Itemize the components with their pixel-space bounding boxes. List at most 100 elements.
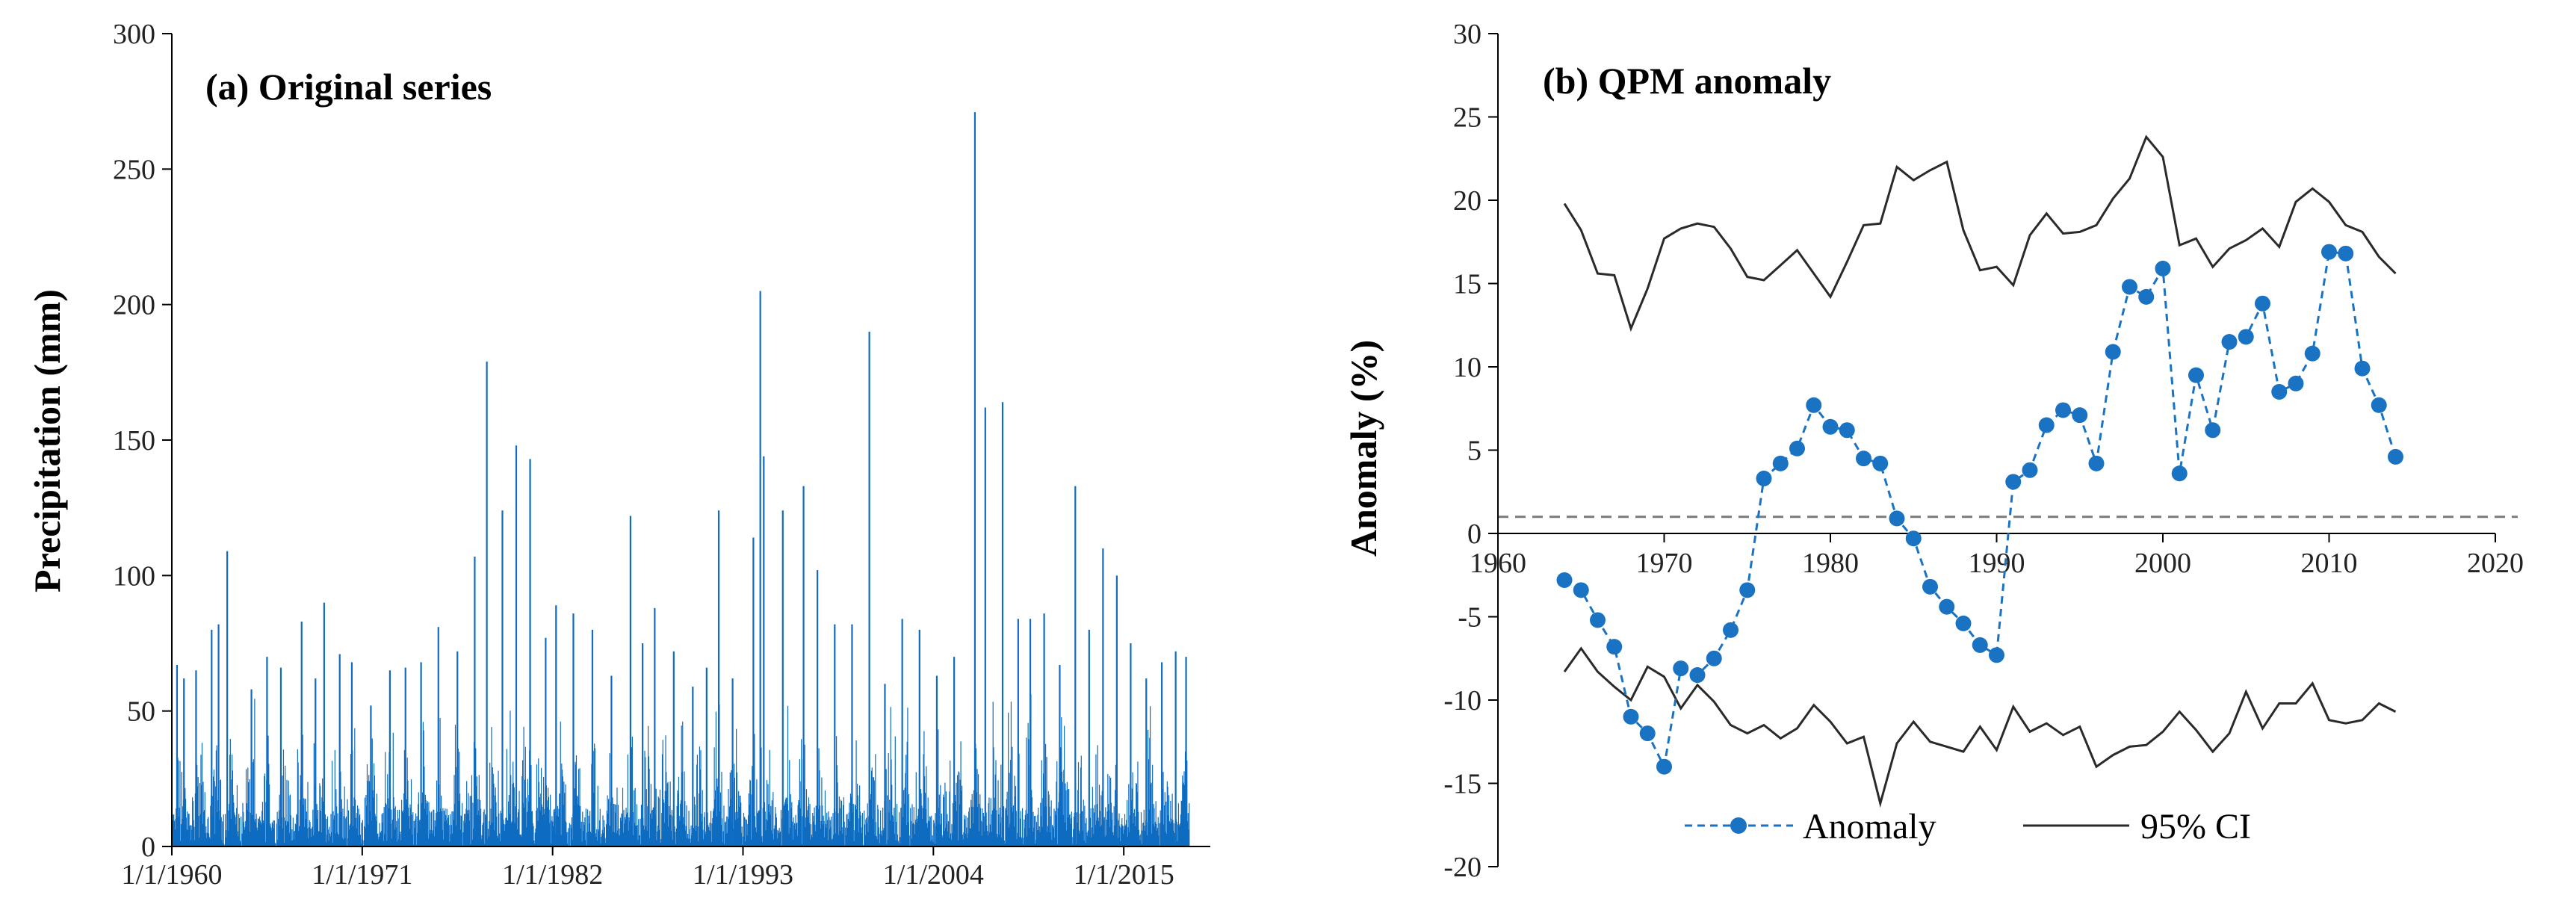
a-x-tick-label: 1/1/1971 bbox=[312, 859, 412, 891]
b-y-tick-label: -5 bbox=[1458, 602, 1481, 634]
anomaly-point bbox=[1856, 451, 1871, 467]
anomaly-point bbox=[1972, 637, 1988, 653]
a-y-ticks: 0 50 100 150 200 250 300 bbox=[113, 19, 172, 863]
anomaly-point bbox=[1822, 418, 1839, 435]
b-y-tick-label: -15 bbox=[1443, 769, 1481, 800]
a-y-tick-label: 50 bbox=[127, 696, 155, 728]
anomaly-point bbox=[1606, 639, 1623, 655]
b-legend: Anomaly 95% CI bbox=[1685, 807, 2251, 846]
anomaly-point bbox=[2022, 462, 2038, 478]
ci-upper-line bbox=[1563, 134, 2397, 332]
anomaly-point bbox=[1556, 572, 1573, 588]
anomaly-point bbox=[2354, 360, 2371, 377]
anomaly-point bbox=[2388, 448, 2403, 465]
a-x-tick-label: 1/1/1960 bbox=[121, 859, 222, 891]
b-x-tick-label: 1990 bbox=[1969, 548, 2025, 579]
anomaly-point bbox=[1590, 612, 1606, 628]
b-x-tick-label: 1970 bbox=[1636, 548, 1693, 579]
anomaly-point bbox=[1656, 758, 1672, 775]
legend-anomaly-label: Anomaly bbox=[1803, 807, 1936, 846]
b-y-tick-label: 15 bbox=[1453, 269, 1481, 300]
a-y-tick-label: 200 bbox=[113, 290, 155, 321]
anomaly-point bbox=[2288, 375, 2304, 391]
anomaly-point bbox=[2171, 465, 2188, 482]
legend-ci-label: 95% CI bbox=[2140, 807, 2251, 846]
anomaly-point bbox=[1673, 660, 1689, 677]
b-y-tick-label: 10 bbox=[1453, 352, 1481, 383]
b-x-tick-label: 2000 bbox=[2134, 548, 2191, 579]
a-y-axis-label: Precipitation (mm) bbox=[26, 289, 68, 592]
anomaly-point bbox=[2088, 455, 2105, 471]
b-x-tick-label: 1980 bbox=[1802, 548, 1859, 579]
panel-b-qpm-anomaly: -20 -15 -10 -5 0 5 10 15 20 25 30 1960 1970 1980 1990… bbox=[1343, 19, 2524, 883]
anomaly-point bbox=[2238, 329, 2254, 345]
anomaly-point bbox=[2188, 367, 2204, 383]
b-x-tick-label: 2020 bbox=[2467, 548, 2524, 579]
anomaly-point bbox=[1723, 622, 1739, 638]
anomaly-point bbox=[1739, 582, 1756, 598]
anomaly-point bbox=[1772, 455, 1789, 471]
anomaly-point bbox=[1939, 598, 1955, 615]
anomaly-point bbox=[1573, 582, 1589, 598]
b-y-tick-label: -20 bbox=[1443, 852, 1481, 883]
b-chart-title: (b) QPM anomaly bbox=[1543, 60, 1831, 102]
a-chart-title: (a) Original series bbox=[205, 66, 492, 108]
anomaly-point bbox=[2038, 417, 2055, 433]
anomaly-point bbox=[1872, 455, 1889, 471]
b-y-tick-label: -10 bbox=[1443, 685, 1481, 716]
b-y-tick-label: 5 bbox=[1467, 436, 1481, 467]
anomaly-point bbox=[2338, 245, 2354, 261]
b-y-tick-label: 0 bbox=[1467, 518, 1481, 550]
a-y-tick-label: 250 bbox=[113, 154, 155, 185]
a-y-tick-label: 300 bbox=[113, 19, 155, 50]
anomaly-point bbox=[1806, 397, 1822, 413]
a-x-ticks: 1/1/1960 1/1/1971 1/1/1982 1/1/1993 1/1/2004… bbox=[121, 846, 1174, 891]
b-y-tick-label: 30 bbox=[1453, 19, 1481, 50]
anomaly-point bbox=[1639, 725, 1656, 742]
a-y-tick-label: 150 bbox=[113, 425, 155, 456]
anomaly-point bbox=[2005, 474, 2022, 490]
anomaly-point bbox=[2055, 402, 2071, 418]
anomaly-point bbox=[2221, 334, 2238, 350]
anomaly-point bbox=[1623, 708, 1639, 725]
ci-lower-line bbox=[1563, 646, 2397, 808]
anomaly-point bbox=[1955, 615, 1972, 631]
b-x-ticks: 1960 1970 1980 1990 2000 2010 2020 bbox=[1470, 533, 2524, 579]
b-series-group bbox=[1556, 134, 2403, 808]
anomaly-point bbox=[2205, 422, 2221, 439]
anomaly-point bbox=[1689, 667, 1706, 684]
b-y-tick-label: 25 bbox=[1453, 102, 1481, 134]
anomaly-point bbox=[1789, 440, 1805, 456]
anomaly-point bbox=[1905, 530, 1922, 547]
anomaly-point bbox=[2304, 345, 2320, 362]
anomaly-point bbox=[1989, 647, 2004, 663]
anomaly-point bbox=[1922, 578, 1938, 595]
a-x-tick-label: 1/1/2015 bbox=[1074, 859, 1174, 891]
b-x-tick-label: 2010 bbox=[2301, 548, 2358, 579]
anomaly-point bbox=[2122, 279, 2137, 295]
anomaly-point bbox=[1756, 470, 1772, 486]
b-x-tick-label: 1960 bbox=[1470, 548, 1526, 579]
anomaly-line bbox=[1564, 250, 2397, 770]
b-y-tick-label: 20 bbox=[1453, 185, 1481, 217]
anomaly-point bbox=[1889, 510, 1905, 527]
b-y-ticks: -20 -15 -10 -5 0 5 10 15 20 25 30 bbox=[1443, 19, 1498, 883]
anomaly-point bbox=[2271, 383, 2288, 400]
a-y-tick-label: 100 bbox=[113, 560, 155, 592]
anomaly-point bbox=[2105, 344, 2121, 360]
anomaly-point bbox=[2371, 397, 2387, 413]
a-x-tick-label: 1/1/2004 bbox=[883, 859, 984, 891]
a-bars-group bbox=[171, 112, 1190, 846]
anomaly-point bbox=[1839, 422, 1855, 439]
anomaly-point bbox=[2155, 260, 2171, 276]
anomaly-point bbox=[2321, 244, 2337, 260]
a-x-tick-label: 1/1/1982 bbox=[502, 859, 603, 891]
a-x-tick-label: 1/1/1993 bbox=[693, 859, 793, 891]
anomaly-point bbox=[2255, 295, 2270, 312]
b-y-axis-label: Anomaly (%) bbox=[1343, 340, 1384, 557]
anomaly-point bbox=[1706, 650, 1722, 666]
anomaly-point bbox=[2138, 288, 2155, 305]
a-y-tick-label: 0 bbox=[141, 832, 155, 863]
